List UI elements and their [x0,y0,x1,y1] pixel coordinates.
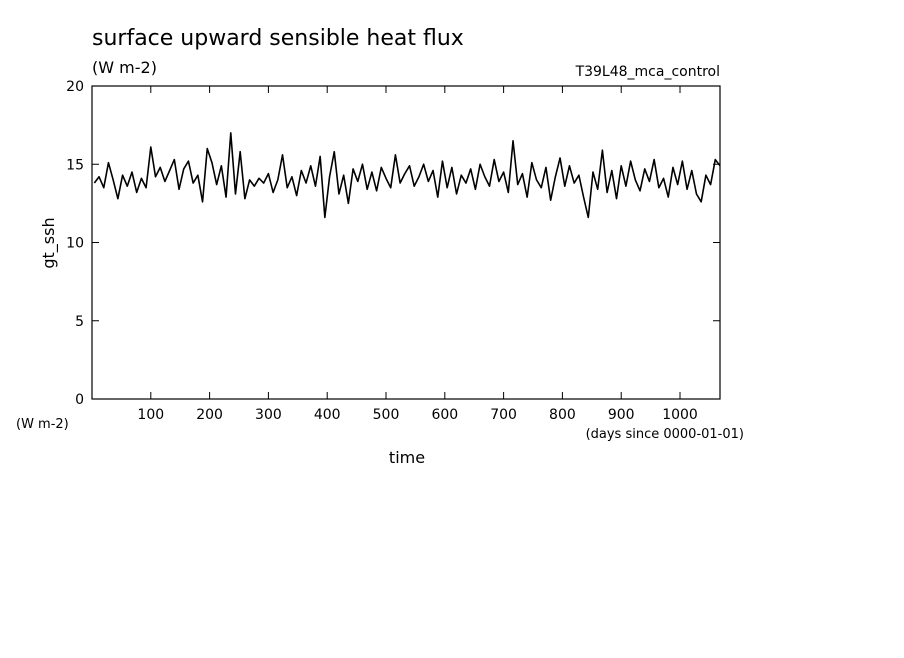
plot-frame [91,85,721,400]
x-tick-label: 100 [137,407,164,423]
x-tick-label: 800 [549,407,576,423]
x-tick-label: 900 [608,407,635,423]
data-line [93,132,721,219]
y-tick-label: 0 [75,392,84,408]
chart-title: surface upward sensible heat flux [92,26,464,51]
y-axis-unit: (W m-2) [16,417,69,432]
y-axis-label: gt_ssh [39,217,59,268]
x-axis-unit: (days since 0000-01-01) [586,427,744,442]
y-tick-label: 5 [75,314,84,330]
x-axis-label: time [389,448,425,467]
x-tick-label: 500 [373,407,400,423]
x-tick-label: 1000 [662,407,698,423]
x-tick-label: 600 [431,407,458,423]
x-tick-label: 700 [490,407,517,423]
annotation: T39L48_mca_control [575,64,720,80]
x-tick-label: 400 [314,407,341,423]
y-tick-label: 10 [66,236,84,252]
y-tick-label: 20 [66,79,84,95]
x-tick-label: 200 [196,407,223,423]
chart-subtitle: (W m-2) [92,58,157,77]
y-tick-label: 15 [66,157,84,173]
x-tick-label: 300 [255,407,282,423]
